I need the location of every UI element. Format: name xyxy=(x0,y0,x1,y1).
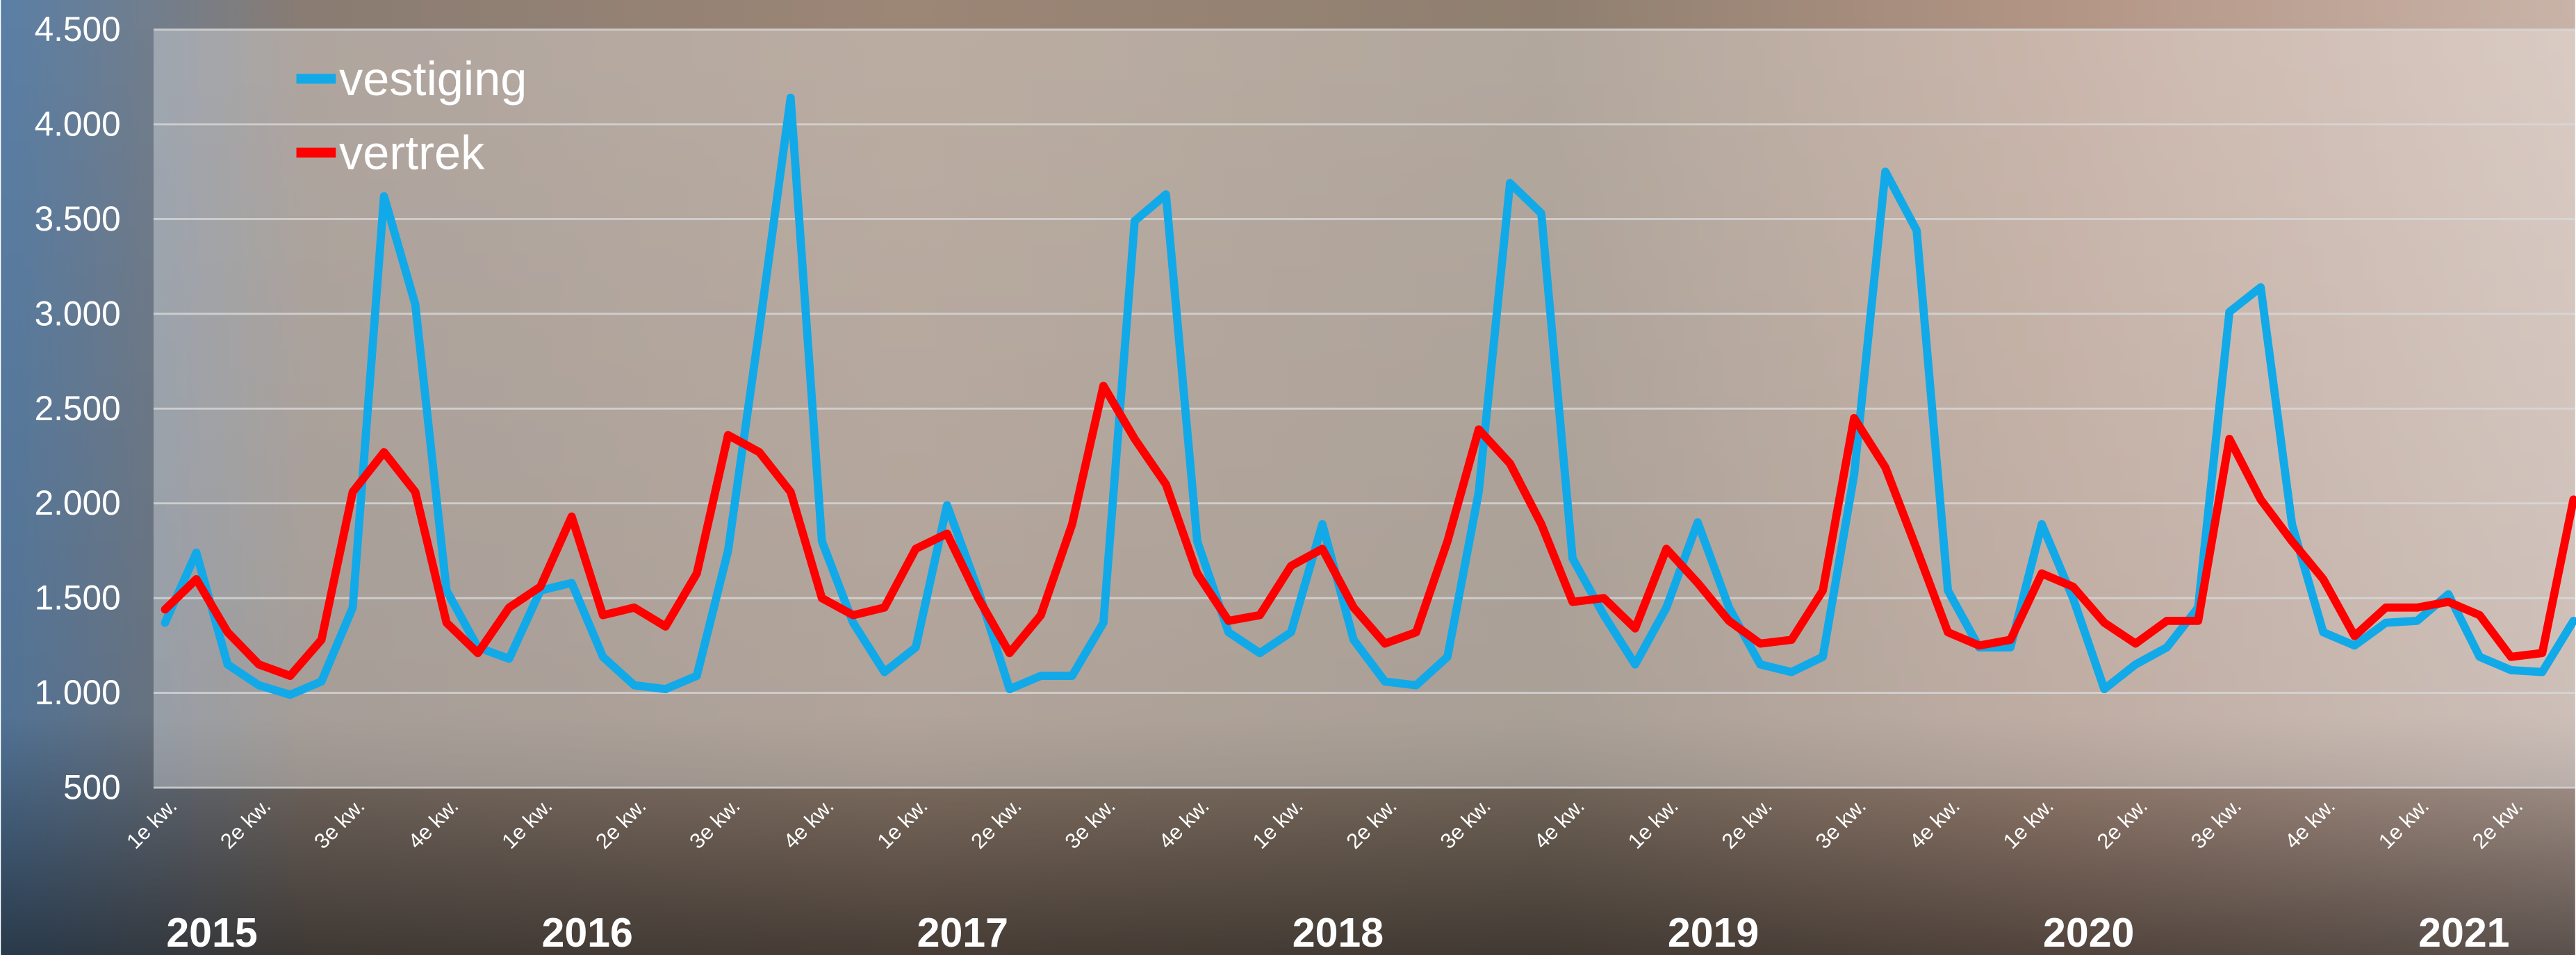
year-label: 2015 xyxy=(166,910,257,955)
y-tick-label: 1.000 xyxy=(35,673,121,712)
y-tick-label: 1.500 xyxy=(35,579,121,617)
year-label: 2016 xyxy=(541,910,632,955)
series-line xyxy=(161,381,2576,680)
legend-label: vertrek xyxy=(339,126,485,179)
legend-label: vestiging xyxy=(339,52,527,106)
year-label: 2020 xyxy=(2043,910,2134,955)
y-tick-label: 3.000 xyxy=(35,294,121,333)
y-tick-label: 4.500 xyxy=(35,10,121,49)
y-tick-label: 4.000 xyxy=(35,105,121,144)
y-tick-label: 2.000 xyxy=(35,483,121,522)
year-label: 2017 xyxy=(917,910,1008,955)
series-line xyxy=(161,93,2576,699)
year-label: 2021 xyxy=(2418,910,2509,955)
year-label: 2019 xyxy=(1668,910,1759,955)
y-tick-label: 500 xyxy=(63,768,121,807)
y-tick-label: 2.500 xyxy=(35,389,121,428)
lines xyxy=(161,93,2576,699)
year-label: 2018 xyxy=(1293,910,1384,955)
grid xyxy=(153,28,2575,789)
y-tick-label: 3.500 xyxy=(35,199,121,238)
